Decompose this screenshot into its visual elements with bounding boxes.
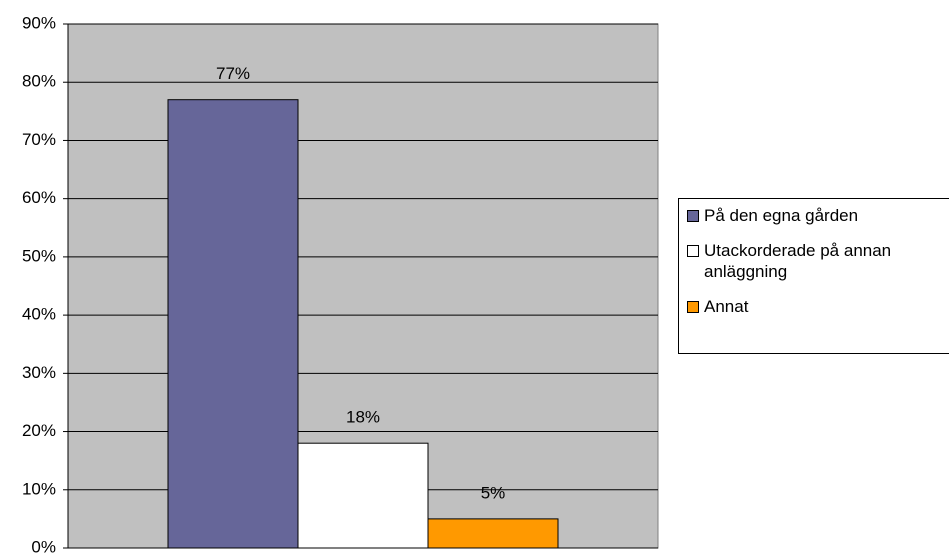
legend-label: Utackorderade på annan anläggning: [704, 241, 892, 281]
legend-entry: På den egna gården: [687, 205, 949, 226]
bar: [167, 99, 299, 549]
legend-swatch: [687, 301, 699, 313]
y-tick-label: 40%: [22, 305, 56, 324]
bar: [297, 442, 429, 549]
y-tick-label: 80%: [22, 72, 56, 91]
bar: [427, 518, 559, 549]
y-tick-label: 90%: [22, 13, 56, 32]
data-label: 77%: [216, 64, 250, 83]
legend-label: Annat: [704, 297, 749, 316]
data-label: 18%: [346, 408, 380, 427]
y-tick-label: 10%: [22, 479, 56, 498]
y-tick-label: 50%: [22, 246, 56, 265]
y-tick-label: 30%: [22, 363, 56, 382]
legend-entry: Utackorderade på annan anläggning: [687, 240, 949, 282]
y-tick-label: 70%: [22, 130, 56, 149]
legend: På den egna gården Utackorderade på annan…: [678, 198, 949, 354]
data-label: 5%: [481, 483, 506, 502]
y-tick-label: 0%: [31, 537, 56, 554]
legend-entry: Annat: [687, 296, 949, 317]
y-tick-label: 60%: [22, 188, 56, 207]
legend-swatch: [687, 210, 699, 222]
legend-swatch: [687, 245, 699, 257]
y-tick-label: 20%: [22, 421, 56, 440]
legend-label: På den egna gården: [704, 206, 859, 225]
